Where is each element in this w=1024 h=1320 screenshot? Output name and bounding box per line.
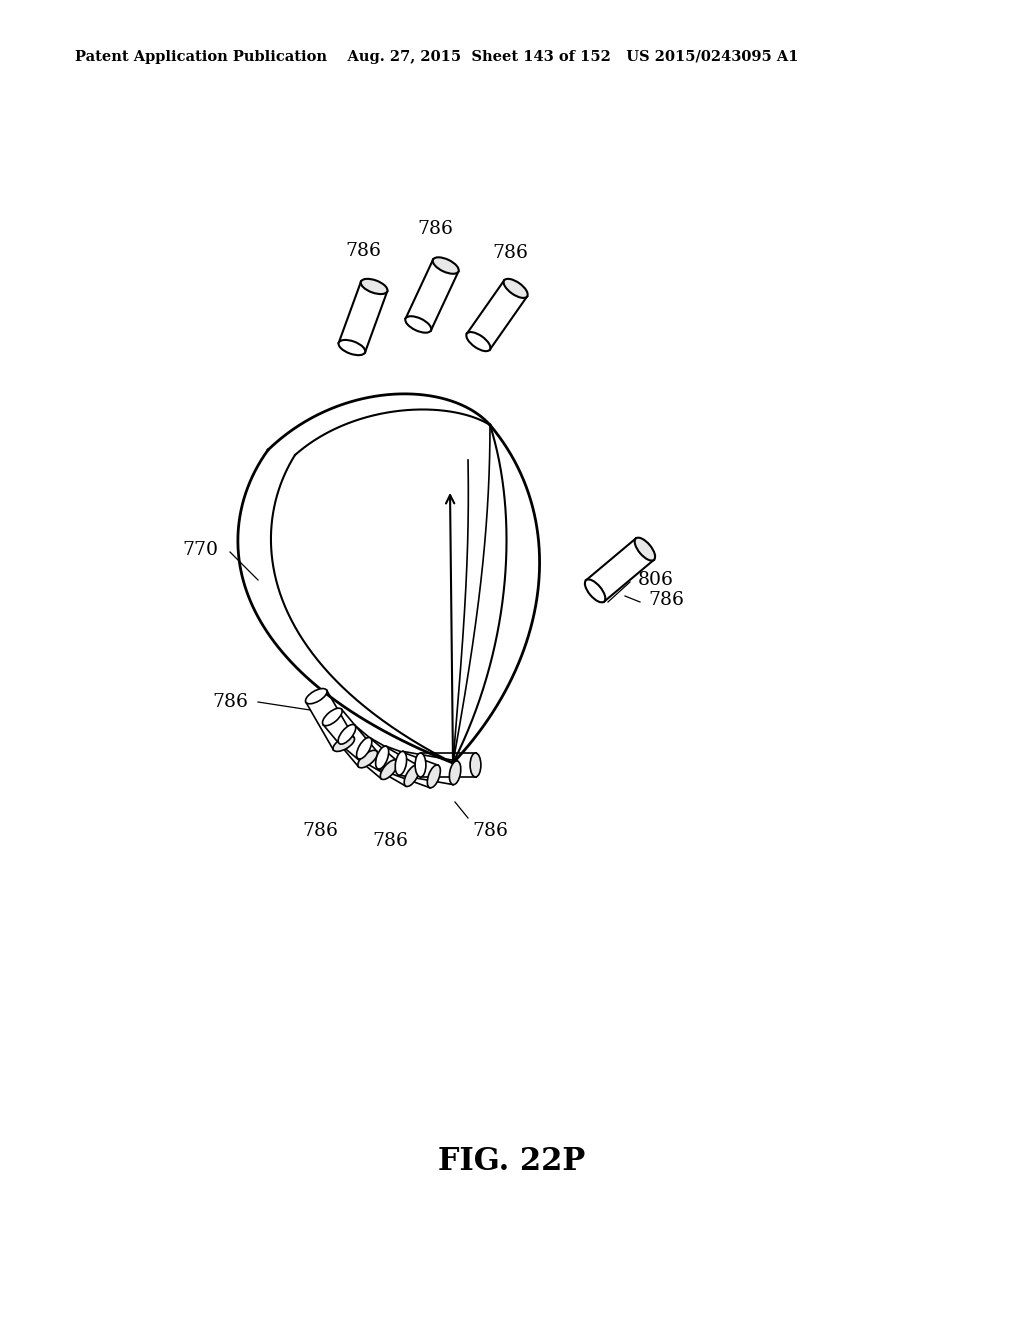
Ellipse shape	[406, 317, 431, 333]
Text: FIG. 22P: FIG. 22P	[438, 1147, 586, 1177]
Ellipse shape	[376, 746, 389, 770]
Text: 786: 786	[648, 591, 684, 609]
Text: 806: 806	[638, 572, 674, 589]
Ellipse shape	[404, 766, 420, 787]
Ellipse shape	[323, 709, 342, 726]
Ellipse shape	[470, 752, 481, 777]
Ellipse shape	[305, 689, 327, 704]
Ellipse shape	[466, 333, 490, 351]
Ellipse shape	[395, 751, 407, 775]
Text: 786: 786	[302, 822, 338, 840]
Ellipse shape	[356, 738, 372, 759]
Ellipse shape	[333, 737, 354, 751]
Ellipse shape	[450, 760, 461, 784]
Text: 786: 786	[372, 832, 408, 850]
Ellipse shape	[635, 537, 655, 561]
Ellipse shape	[360, 279, 387, 294]
Text: Patent Application Publication    Aug. 27, 2015  Sheet 143 of 152   US 2015/0243: Patent Application Publication Aug. 27, …	[75, 50, 799, 63]
Ellipse shape	[338, 725, 355, 744]
Ellipse shape	[415, 752, 426, 777]
Ellipse shape	[433, 257, 459, 273]
Text: 786: 786	[417, 220, 453, 238]
Ellipse shape	[504, 279, 527, 298]
Text: 786: 786	[212, 693, 248, 711]
Ellipse shape	[427, 766, 440, 788]
Text: 786: 786	[493, 244, 528, 261]
Ellipse shape	[339, 341, 366, 355]
Ellipse shape	[380, 760, 397, 780]
Text: 770: 770	[182, 541, 218, 558]
Text: 786: 786	[472, 822, 508, 840]
Ellipse shape	[585, 579, 605, 602]
Text: 786: 786	[345, 242, 381, 260]
Ellipse shape	[357, 750, 378, 768]
